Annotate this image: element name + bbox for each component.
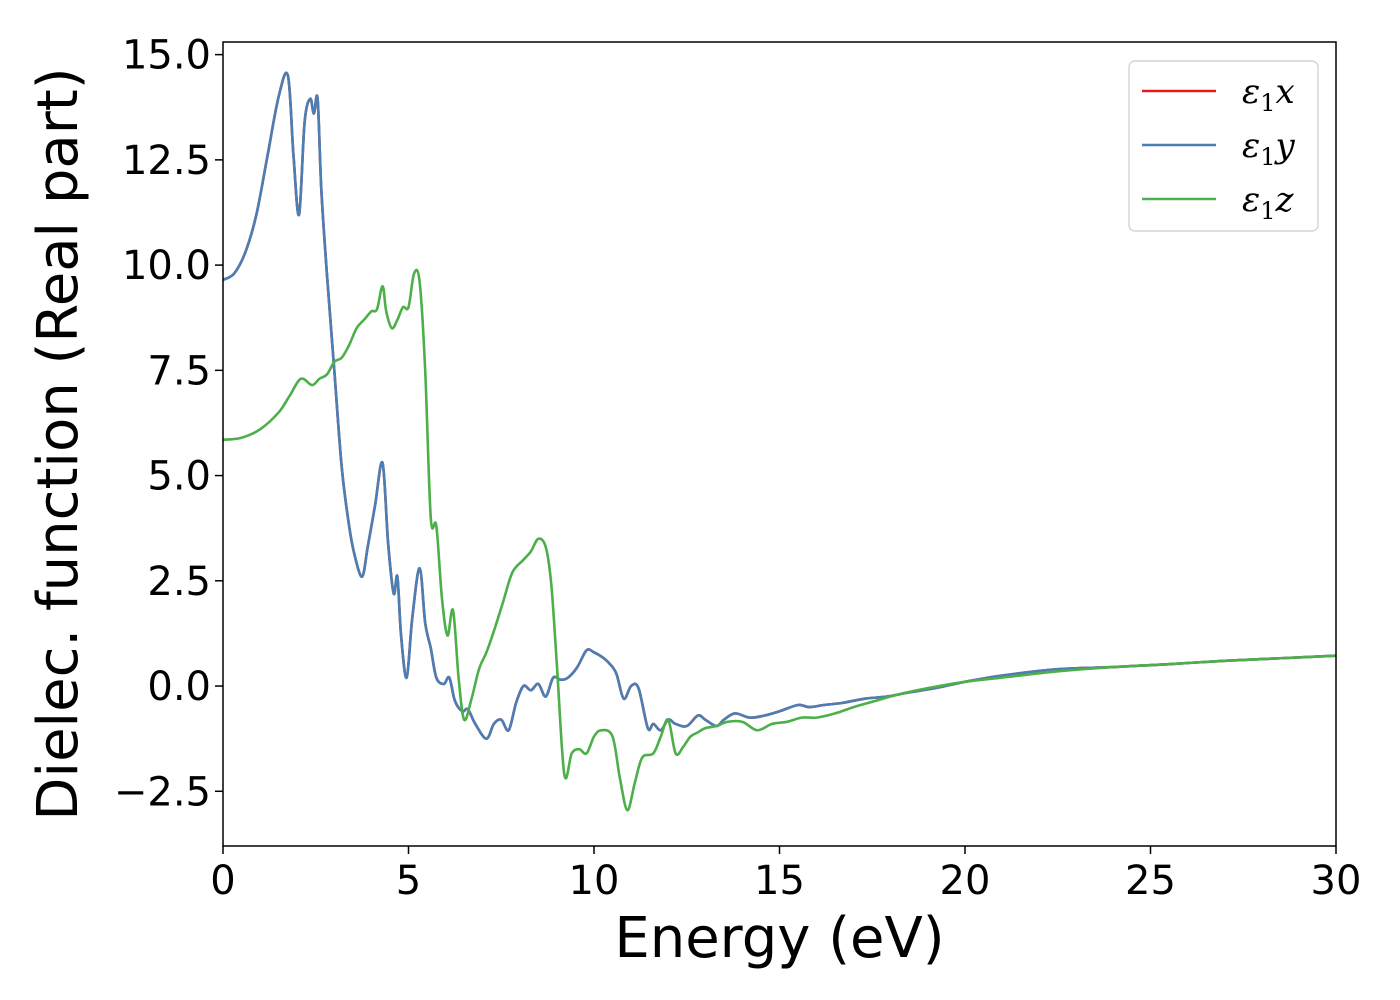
x-tick-label: 25 [1125, 858, 1176, 904]
legend-label: ε1x [1242, 72, 1295, 117]
x-axis-title: Energy (eV) [614, 906, 944, 971]
x-tick-label: 10 [569, 858, 620, 904]
x-tick-label: 0 [210, 858, 235, 904]
legend-label: ε1z [1242, 180, 1295, 225]
series-line-y [223, 71, 1336, 740]
x-tick-label: 15 [754, 858, 805, 904]
y-tick-label: 15.0 [122, 33, 211, 79]
series-line-z [223, 268, 1336, 812]
x-tick-label: 30 [1311, 858, 1362, 904]
plot-lines [223, 71, 1336, 812]
y-tick-label: 5.0 [147, 454, 211, 500]
y-tick-label: 0.0 [147, 664, 211, 710]
legend-box [1128, 60, 1319, 232]
y-axis-title: Dielec. function (Real part) [26, 67, 91, 820]
legend: ε1x ε1y ε1z [1128, 60, 1319, 232]
x-tick-label: 20 [940, 858, 991, 904]
x-tick-label: 5 [396, 858, 421, 904]
y-tick-label: −2.5 [114, 769, 211, 815]
y-tick-label: 2.5 [147, 559, 211, 605]
y-tick-label: 12.5 [122, 138, 211, 184]
y-tick-label: 7.5 [147, 348, 211, 394]
legend-label: ε1y [1242, 126, 1296, 171]
y-axis-ticks: −2.5 0.0 2.5 5.0 7.5 10.0 12.5 15.0 [114, 33, 223, 815]
x-axis-ticks: 0 5 10 15 20 25 30 [210, 846, 1361, 904]
legend-item-z: ε1z [1142, 180, 1295, 225]
y-tick-label: 10.0 [122, 243, 211, 289]
legend-item-x: ε1x [1142, 72, 1295, 117]
legend-item-y: ε1y [1142, 126, 1296, 171]
